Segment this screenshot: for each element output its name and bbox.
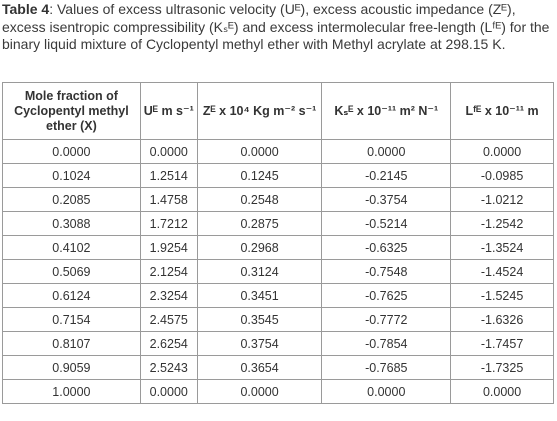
cell-mole-fraction: 0.4102 bbox=[2, 235, 141, 260]
cell-isentropic-compressibility: -0.7548 bbox=[321, 259, 452, 284]
cell-acoustic-impedance: 0.3451 bbox=[196, 283, 323, 308]
cell-mole-fraction: 1.0000 bbox=[2, 379, 141, 404]
table-row: 0.7154 2.4575 0.3545 -0.7772 -1.6326 bbox=[2, 307, 554, 332]
cell-ultrasonic-velocity: 1.2514 bbox=[139, 163, 198, 188]
cell-mole-fraction: 0.8107 bbox=[2, 331, 141, 356]
cell-ultrasonic-velocity: 0.0000 bbox=[139, 139, 198, 164]
header-isentropic-compressibility: Kₛᴱ x 10⁻¹¹ m² N⁻¹ bbox=[321, 82, 452, 140]
cell-isentropic-compressibility: -0.7625 bbox=[321, 283, 452, 308]
cell-acoustic-impedance: 0.1245 bbox=[196, 163, 323, 188]
cell-ultrasonic-velocity: 2.4575 bbox=[139, 307, 198, 332]
header-free-length: Lᶠᴱ x 10⁻¹¹ m bbox=[450, 82, 554, 140]
cell-mole-fraction: 0.2085 bbox=[2, 187, 141, 212]
table-row: 0.1024 1.2514 0.1245 -0.2145 -0.0985 bbox=[2, 163, 554, 188]
cell-isentropic-compressibility: 0.0000 bbox=[321, 379, 452, 404]
cell-acoustic-impedance: 0.2968 bbox=[196, 235, 323, 260]
table-row: 1.0000 0.0000 0.0000 0.0000 0.0000 bbox=[2, 379, 554, 404]
table-row: 0.5069 2.1254 0.3124 -0.7548 -1.4524 bbox=[2, 259, 554, 284]
table-header-row: Mole fraction of Cyclopentyl methyl ethe… bbox=[2, 82, 554, 140]
cell-acoustic-impedance: 0.3124 bbox=[196, 259, 323, 284]
table-row: 0.9059 2.5243 0.3654 -0.7685 -1.7325 bbox=[2, 355, 554, 380]
cell-free-length: -1.7457 bbox=[450, 331, 554, 356]
table-body: 0.0000 0.0000 0.0000 0.0000 0.0000 0.1024 1.25… bbox=[2, 139, 554, 404]
table-row: 0.6124 2.3254 0.3451 -0.7625 -1.5245 bbox=[2, 283, 554, 308]
cell-acoustic-impedance: 0.0000 bbox=[196, 139, 323, 164]
cell-mole-fraction: 0.7154 bbox=[2, 307, 141, 332]
cell-ultrasonic-velocity: 1.7212 bbox=[139, 211, 198, 236]
cell-ultrasonic-velocity: 2.3254 bbox=[139, 283, 198, 308]
cell-free-length: -1.7325 bbox=[450, 355, 554, 380]
cell-free-length: -0.0985 bbox=[450, 163, 554, 188]
cell-mole-fraction: 0.1024 bbox=[2, 163, 141, 188]
cell-ultrasonic-velocity: 2.6254 bbox=[139, 331, 198, 356]
caption-label: Table 4 bbox=[2, 1, 50, 17]
cell-isentropic-compressibility: -0.3754 bbox=[321, 187, 452, 212]
cell-free-length: 0.0000 bbox=[450, 379, 554, 404]
caption-text: : Values of excess ultrasonic velocity (… bbox=[2, 1, 550, 52]
table-row: 0.0000 0.0000 0.0000 0.0000 0.0000 bbox=[2, 139, 554, 164]
cell-acoustic-impedance: 0.3545 bbox=[196, 307, 323, 332]
table-row: 0.8107 2.6254 0.3754 -0.7854 -1.7457 bbox=[2, 331, 554, 356]
header-acoustic-impedance: Zᴱ x 10⁴ Kg m⁻² s⁻¹ bbox=[196, 82, 323, 140]
cell-acoustic-impedance: 0.0000 bbox=[196, 379, 323, 404]
cell-free-length: -1.3524 bbox=[450, 235, 554, 260]
header-mole-fraction: Mole fraction of Cyclopentyl methyl ethe… bbox=[2, 82, 141, 140]
cell-mole-fraction: 0.9059 bbox=[2, 355, 141, 380]
cell-free-length: -1.0212 bbox=[450, 187, 554, 212]
cell-free-length: -1.4524 bbox=[450, 259, 554, 284]
cell-mole-fraction: 0.5069 bbox=[2, 259, 141, 284]
cell-acoustic-impedance: 0.3654 bbox=[196, 355, 323, 380]
data-table: Mole fraction of Cyclopentyl methyl ethe… bbox=[2, 82, 554, 404]
cell-mole-fraction: 0.0000 bbox=[2, 139, 141, 164]
cell-isentropic-compressibility: -0.2145 bbox=[321, 163, 452, 188]
cell-free-length: -1.5245 bbox=[450, 283, 554, 308]
cell-ultrasonic-velocity: 1.9254 bbox=[139, 235, 198, 260]
cell-free-length: 0.0000 bbox=[450, 139, 554, 164]
cell-acoustic-impedance: 0.3754 bbox=[196, 331, 323, 356]
cell-isentropic-compressibility: -0.7772 bbox=[321, 307, 452, 332]
header-ultrasonic-velocity: Uᴱ m s⁻¹ bbox=[139, 82, 198, 140]
cell-isentropic-compressibility: 0.0000 bbox=[321, 139, 452, 164]
cell-isentropic-compressibility: -0.6325 bbox=[321, 235, 452, 260]
cell-isentropic-compressibility: -0.7854 bbox=[321, 331, 452, 356]
cell-ultrasonic-velocity: 2.1254 bbox=[139, 259, 198, 284]
cell-acoustic-impedance: 0.2548 bbox=[196, 187, 323, 212]
cell-ultrasonic-velocity: 0.0000 bbox=[139, 379, 198, 404]
cell-free-length: -1.2542 bbox=[450, 211, 554, 236]
cell-free-length: -1.6326 bbox=[450, 307, 554, 332]
cell-mole-fraction: 0.3088 bbox=[2, 211, 141, 236]
cell-acoustic-impedance: 0.2875 bbox=[196, 211, 323, 236]
cell-ultrasonic-velocity: 2.5243 bbox=[139, 355, 198, 380]
table-row: 0.2085 1.4758 0.2548 -0.3754 -1.0212 bbox=[2, 187, 554, 212]
table-row: 0.3088 1.7212 0.2875 -0.5214 -1.2542 bbox=[2, 211, 554, 236]
cell-isentropic-compressibility: -0.7685 bbox=[321, 355, 452, 380]
cell-isentropic-compressibility: -0.5214 bbox=[321, 211, 452, 236]
cell-mole-fraction: 0.6124 bbox=[2, 283, 141, 308]
cell-ultrasonic-velocity: 1.4758 bbox=[139, 187, 198, 212]
table-caption: Table 4: Values of excess ultrasonic vel… bbox=[2, 1, 554, 54]
table-row: 0.4102 1.9254 0.2968 -0.6325 -1.3524 bbox=[2, 235, 554, 260]
